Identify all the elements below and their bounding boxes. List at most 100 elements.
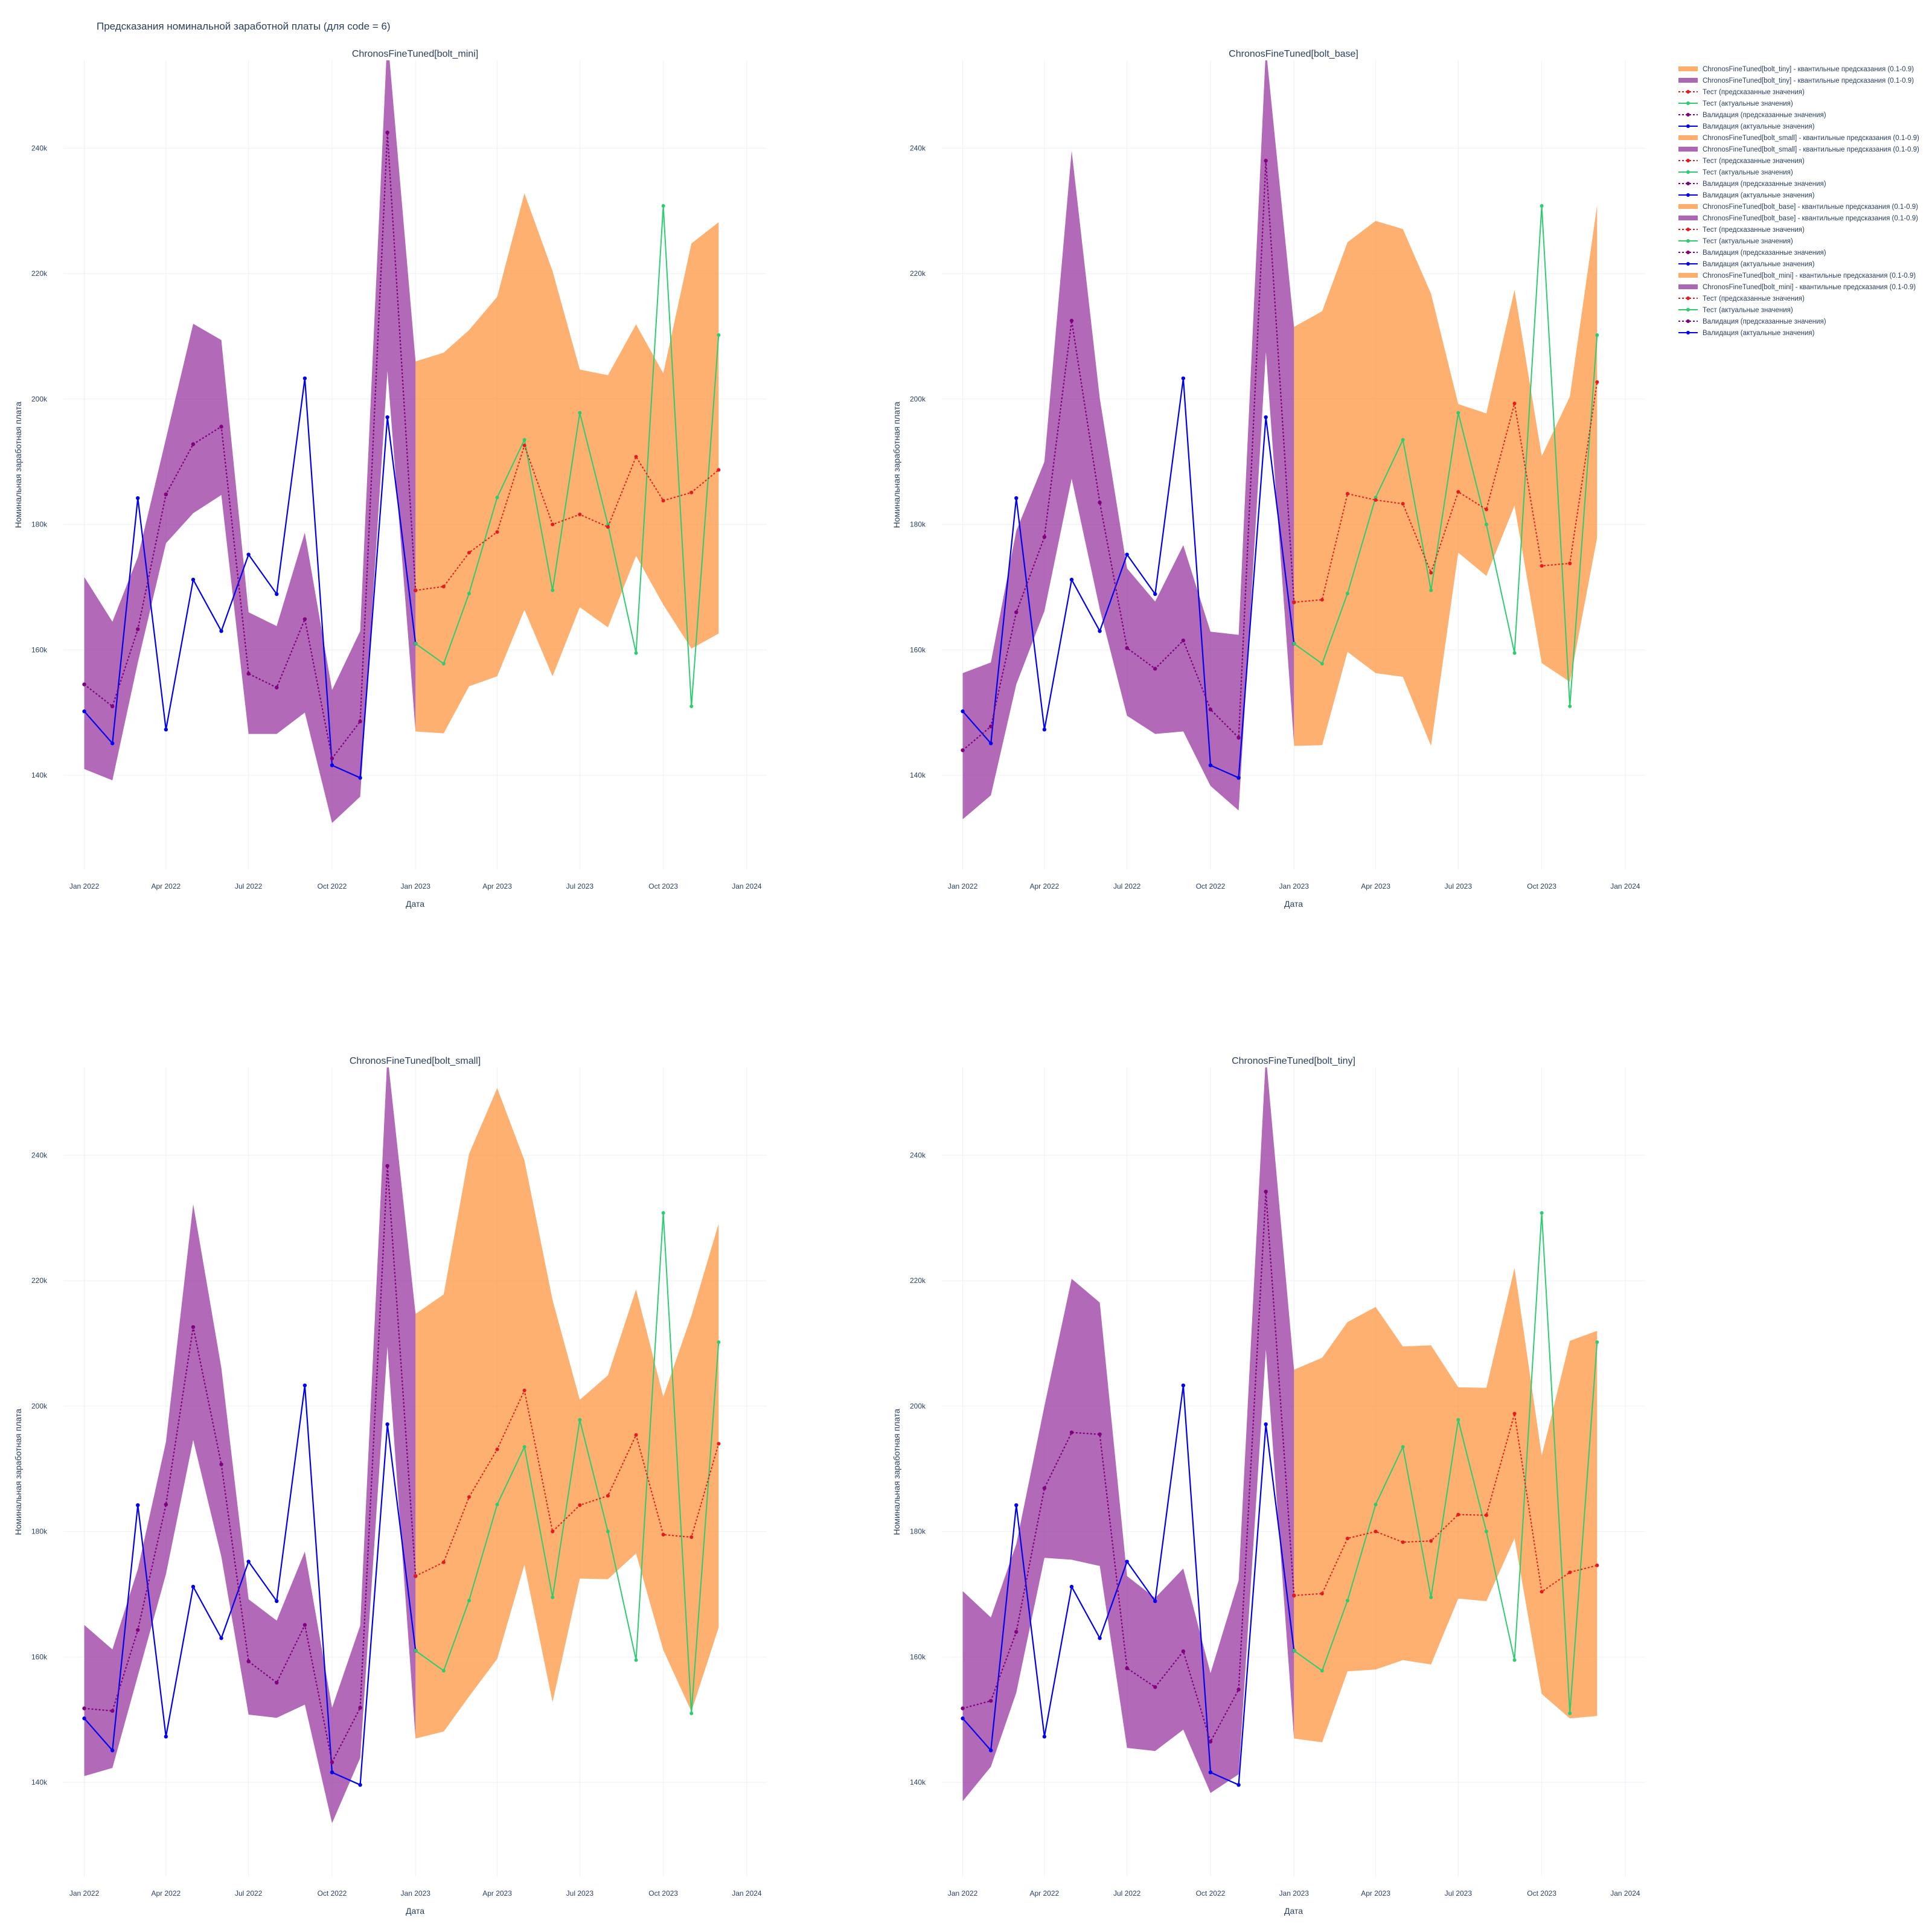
y-tick-label: 240k xyxy=(910,144,926,152)
validation-actual-point xyxy=(302,1383,307,1387)
validation-pred-point xyxy=(1236,1687,1241,1692)
legend-item[interactable]: Валидация (предсказанные значения) xyxy=(1678,181,1826,188)
test-actual-point xyxy=(578,1418,582,1422)
legend-item[interactable]: ChronosFineTuned[bolt_tiny] - квантильны… xyxy=(1678,66,1914,73)
test-actual-point xyxy=(551,588,555,592)
legend-label: Тест (предсказанные значения) xyxy=(1703,295,1805,302)
test-actual-point xyxy=(634,1658,638,1662)
legend-marker xyxy=(1686,296,1690,300)
x-tick-label: Apr 2022 xyxy=(152,882,181,891)
legend-item[interactable]: Тест (актуальные значения) xyxy=(1678,100,1793,107)
validation-actual-point xyxy=(1236,776,1241,780)
y-tick-label: 140k xyxy=(31,771,48,779)
test-actual-point xyxy=(1484,1529,1488,1534)
validation-actual-point xyxy=(110,1748,115,1753)
legend-item[interactable]: Валидация (предсказанные значения) xyxy=(1678,318,1826,325)
test-pred-point xyxy=(1374,498,1378,502)
test-pred-point xyxy=(1540,564,1544,568)
legend-item[interactable]: ChronosFineTuned[bolt_base] - квантильны… xyxy=(1678,215,1918,222)
legend-item[interactable]: ChronosFineTuned[bolt_mini] - квантильны… xyxy=(1678,272,1916,280)
validation-actual-point xyxy=(1181,376,1186,380)
test-pred-point xyxy=(1568,1570,1572,1575)
legend[interactable]: ChronosFineTuned[bolt_tiny] - квантильны… xyxy=(1678,66,1919,337)
legend-item[interactable]: Тест (актуальные значения) xyxy=(1678,238,1793,245)
test-actual-point xyxy=(414,642,418,646)
legend-item[interactable]: Валидация (актуальные значения) xyxy=(1678,330,1815,337)
test-actual-point xyxy=(1456,411,1460,415)
y-tick-label: 180k xyxy=(910,520,926,529)
test-pred-point xyxy=(522,1388,526,1392)
test-actual-point xyxy=(1374,1503,1378,1507)
legend-swatch xyxy=(1678,78,1698,83)
y-tick-label: 240k xyxy=(31,144,48,152)
x-tick-label: Jan 2023 xyxy=(1279,1889,1310,1898)
validation-pred-point xyxy=(385,1163,389,1168)
validation-pred-point xyxy=(1181,638,1186,643)
test-actual-point xyxy=(1595,333,1599,337)
test-actual-point xyxy=(1568,1711,1572,1715)
x-tick-label: Apr 2022 xyxy=(152,1889,181,1898)
legend-item[interactable]: Тест (актуальные значения) xyxy=(1678,169,1793,176)
legend-item[interactable]: ChronosFineTuned[bolt_base] - квантильны… xyxy=(1678,203,1918,211)
plot-area xyxy=(961,60,1599,819)
legend-item[interactable]: Валидация (актуальные значения) xyxy=(1678,192,1815,199)
test-pred-point xyxy=(634,455,638,459)
x-tick-label: Apr 2023 xyxy=(1361,1889,1390,1898)
legend-marker xyxy=(1686,182,1690,185)
subplots: Jan 2022 Apr 2022 Jul 2022 Oct 2022 Jan 2023… xyxy=(13,49,1645,1916)
validation-pred-point xyxy=(1264,159,1268,163)
legend-item[interactable]: Тест (предсказанные значения) xyxy=(1678,226,1805,234)
test-pred-point xyxy=(1512,401,1517,406)
test-pred-point xyxy=(414,588,418,592)
legend-item[interactable]: Тест (предсказанные значения) xyxy=(1678,89,1805,96)
legend-item[interactable]: ChronosFineTuned[bolt_tiny] - квантильны… xyxy=(1678,77,1914,85)
test-pred-point xyxy=(606,525,610,529)
legend-label: Тест (актуальные значения) xyxy=(1703,100,1793,107)
validation-pred-point xyxy=(1153,667,1157,671)
legend-item[interactable]: ChronosFineTuned[bolt_small] - квантильн… xyxy=(1678,146,1919,153)
legend-item[interactable]: ChronosFineTuned[bolt_small] - квантильн… xyxy=(1678,135,1919,142)
validation-pred-point xyxy=(1125,646,1129,650)
legend-item[interactable]: Тест (предсказанные значения) xyxy=(1678,295,1805,302)
test-actual-line xyxy=(1293,1212,1598,1713)
subplot-title: ChronosFineTuned[bolt_small] xyxy=(350,1056,481,1066)
plot-area xyxy=(82,1067,721,1823)
x-tick-label: Jul 2022 xyxy=(235,1889,263,1898)
validation-pred-point xyxy=(82,1706,86,1710)
legend-label: Тест (актуальные значения) xyxy=(1703,169,1793,176)
validation-pred-point xyxy=(246,671,251,676)
test-pred-point xyxy=(1320,598,1324,602)
legend-item[interactable]: Тест (предсказанные значения) xyxy=(1678,158,1805,165)
validation-pred-point xyxy=(385,130,389,135)
legend-item[interactable]: ChronosFineTuned[bolt_mini] - квантильны… xyxy=(1678,284,1916,291)
test-pred-point xyxy=(551,1529,555,1534)
validation-pred-point xyxy=(988,1698,993,1703)
legend-item[interactable]: Валидация (предсказанные значения) xyxy=(1678,112,1826,119)
legend-label: Валидация (предсказанные значения) xyxy=(1703,112,1826,119)
legend-item[interactable]: Тест (актуальные значения) xyxy=(1678,307,1793,314)
y-tick-label: 240k xyxy=(31,1151,48,1159)
validation-actual-point xyxy=(1125,1559,1129,1564)
test-pred-point xyxy=(661,1532,665,1537)
validation-pred-point xyxy=(302,1623,307,1627)
legend-item[interactable]: Валидация (актуальные значения) xyxy=(1678,261,1815,268)
validation-pred-point xyxy=(136,1628,140,1632)
legend-item[interactable]: Валидация (предсказанные значения) xyxy=(1678,249,1826,257)
test-pred-line xyxy=(415,1388,720,1577)
x-tick-label: Oct 2023 xyxy=(1527,882,1556,891)
test-actual-point xyxy=(578,411,582,415)
legend-item[interactable]: Валидация (актуальные значения) xyxy=(1678,123,1815,130)
test-actual-point xyxy=(634,651,638,655)
test-pred-point xyxy=(1401,1540,1405,1544)
legend-marker xyxy=(1686,262,1690,266)
test-actual-point xyxy=(606,1529,610,1534)
test-pred-point xyxy=(495,530,499,534)
x-axis-title: Дата xyxy=(1284,899,1303,909)
test-actual-point xyxy=(1484,522,1488,526)
y-tick-label: 160k xyxy=(31,645,48,654)
validation-actual-point xyxy=(110,741,115,746)
test-pred-point xyxy=(1456,490,1460,494)
legend-marker xyxy=(1686,170,1690,174)
validation-pred-point xyxy=(1125,1666,1129,1671)
